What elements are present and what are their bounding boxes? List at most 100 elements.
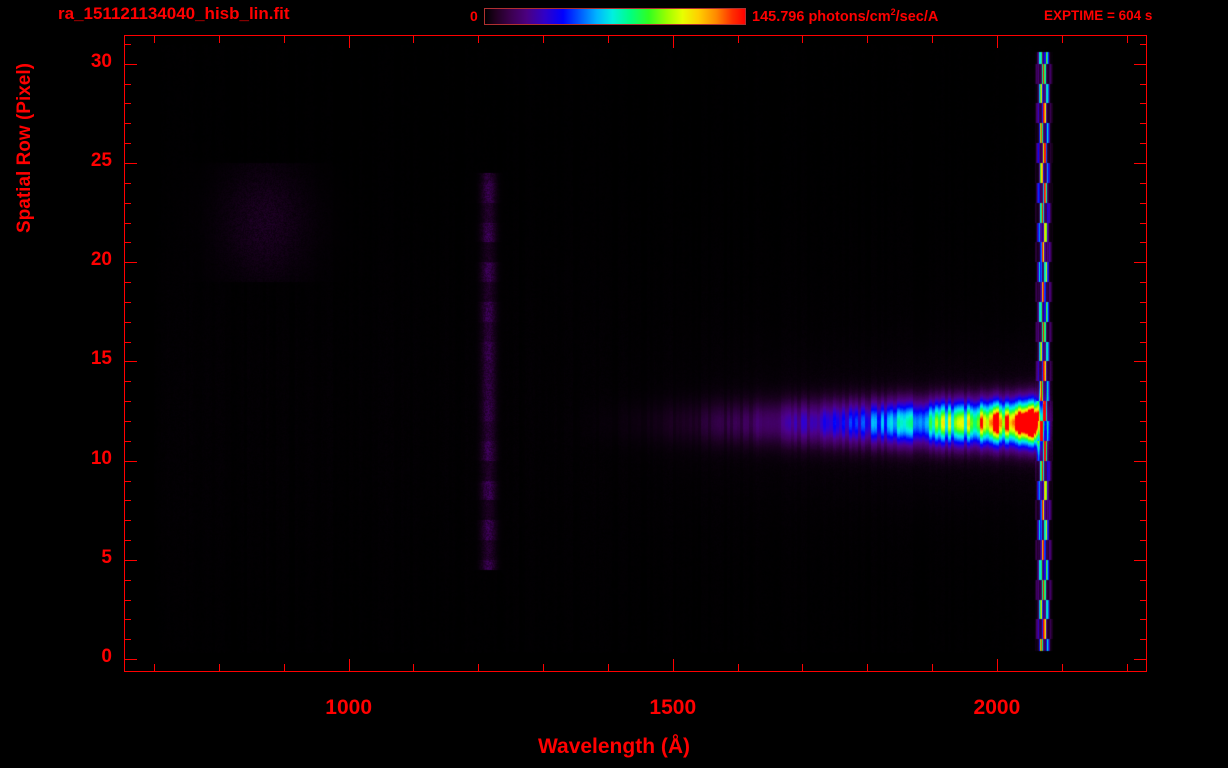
y-axis-minor-tick-right (1140, 540, 1147, 541)
y-axis-minor-tick (124, 103, 131, 104)
y-axis-minor-tick (124, 183, 131, 184)
y-axis-minor-tick-right (1140, 500, 1147, 501)
x-axis-major-tick-top (673, 36, 674, 48)
y-axis-minor-tick-right (1140, 401, 1147, 402)
y-axis-minor-tick-right (1140, 103, 1147, 104)
y-axis-major-tick (124, 560, 137, 561)
x-axis-minor-tick-top (932, 36, 933, 43)
y-axis-minor-tick (124, 580, 131, 581)
y-axis-minor-tick-right (1140, 381, 1147, 382)
y-axis-major-tick-right (1134, 163, 1147, 164)
header-bar: ra_151121134040_hisb_lin.fit 0 145.796 p… (0, 0, 1228, 34)
y-axis-minor-tick-right (1140, 223, 1147, 224)
x-axis-title: Wavelength (Å) (537, 735, 691, 758)
y-axis-minor-tick (124, 242, 131, 243)
x-axis-minor-tick (1127, 664, 1128, 671)
y-axis-minor-tick-right (1140, 123, 1147, 124)
y-axis-minor-tick-right (1140, 183, 1147, 184)
y-axis-title: Spatial Row (Pixel) (14, 63, 35, 233)
y-axis-minor-tick-right (1140, 203, 1147, 204)
y-axis-minor-tick-right (1140, 619, 1147, 620)
y-axis-minor-tick (124, 322, 131, 323)
spectrogram-image (125, 36, 1146, 671)
y-axis-major-tick (124, 361, 137, 362)
colorbar-max-value: 145.796 (752, 8, 805, 25)
y-axis-minor-tick (124, 282, 131, 283)
x-axis-minor-tick-top (413, 36, 414, 43)
y-axis-major-tick-right (1134, 659, 1147, 660)
y-axis-minor-tick (124, 44, 131, 45)
y-axis-major-tick-right (1134, 262, 1147, 263)
y-axis-minor-tick (124, 441, 131, 442)
x-axis-minor-tick-top (1062, 36, 1063, 43)
y-axis-minor-tick (124, 619, 131, 620)
y-axis-minor-tick-right (1140, 322, 1147, 323)
y-axis-minor-tick (124, 401, 131, 402)
y-axis-minor-tick (124, 123, 131, 124)
y-axis-tick-label: 15 (90, 348, 112, 370)
x-axis-major-tick (673, 659, 674, 671)
x-axis-major-tick-top (997, 36, 998, 48)
x-axis-minor-tick (1062, 664, 1063, 671)
x-axis-minor-tick-top (219, 36, 220, 43)
x-axis-minor-tick (608, 664, 609, 671)
y-axis-minor-tick (124, 84, 131, 85)
y-axis-minor-tick (124, 500, 131, 501)
colorbar-max-label: 145.796 photons/cm2/sec/A (752, 7, 938, 25)
y-axis-major-tick (124, 262, 137, 263)
x-axis-minor-tick-top (478, 36, 479, 43)
y-axis-tick-label: 5 (101, 546, 112, 568)
y-axis-minor-tick-right (1140, 639, 1147, 640)
y-axis-major-tick-right (1134, 560, 1147, 561)
y-axis-minor-tick (124, 540, 131, 541)
x-axis-minor-tick-top (608, 36, 609, 43)
y-axis-major-tick-right (1134, 64, 1147, 65)
y-axis-major-tick (124, 64, 137, 65)
y-axis-minor-tick (124, 600, 131, 601)
spectrogram-plot-frame (124, 35, 1147, 672)
x-axis-minor-tick-top (802, 36, 803, 43)
x-axis-minor-tick (867, 664, 868, 671)
y-axis-minor-tick (124, 203, 131, 204)
y-axis-minor-tick-right (1140, 282, 1147, 283)
y-axis-minor-tick-right (1140, 520, 1147, 521)
y-axis-major-tick-right (1134, 461, 1147, 462)
y-axis-minor-tick-right (1140, 44, 1147, 45)
y-axis-minor-tick (124, 381, 131, 382)
y-axis-minor-tick-right (1140, 481, 1147, 482)
y-axis-minor-tick-right (1140, 580, 1147, 581)
x-axis-minor-tick (543, 664, 544, 671)
x-axis-major-tick (349, 659, 350, 671)
x-axis-tick-label: 1500 (649, 696, 697, 719)
y-axis-minor-tick-right (1140, 302, 1147, 303)
y-axis-minor-tick-right (1140, 242, 1147, 243)
x-axis-minor-tick (219, 664, 220, 671)
y-axis-minor-tick-right (1140, 600, 1147, 601)
x-axis-minor-tick-top (867, 36, 868, 43)
y-axis-major-tick (124, 163, 137, 164)
colorbar-units-prefix: photons/cm (804, 8, 891, 25)
y-axis-minor-tick-right (1140, 342, 1147, 343)
colorbar-units-suffix: /sec/A (895, 8, 939, 25)
x-axis-minor-tick-top (543, 36, 544, 43)
y-axis-major-tick (124, 461, 137, 462)
x-axis-minor-tick (738, 664, 739, 671)
x-axis-minor-tick-top (154, 36, 155, 43)
exposure-time-label: EXPTIME = 604 s (1044, 8, 1153, 23)
y-axis-tick-label: 25 (90, 150, 112, 171)
y-axis-tick-label: 20 (90, 249, 112, 271)
x-axis-minor-tick-top (738, 36, 739, 43)
y-axis-minor-tick (124, 421, 131, 422)
y-axis-minor-tick-right (1140, 421, 1147, 422)
x-axis-minor-tick-top (284, 36, 285, 43)
x-axis-minor-tick (932, 664, 933, 671)
y-axis-minor-tick (124, 481, 131, 482)
colorbar-min-label: 0 (470, 8, 478, 24)
x-axis-major-tick-top (349, 36, 350, 48)
x-axis-minor-tick (413, 664, 414, 671)
y-axis-minor-tick-right (1140, 84, 1147, 85)
x-axis-minor-tick (284, 664, 285, 671)
y-axis-minor-tick-right (1140, 441, 1147, 442)
x-axis-minor-tick-top (1127, 36, 1128, 43)
y-axis-major-tick-right (1134, 361, 1147, 362)
